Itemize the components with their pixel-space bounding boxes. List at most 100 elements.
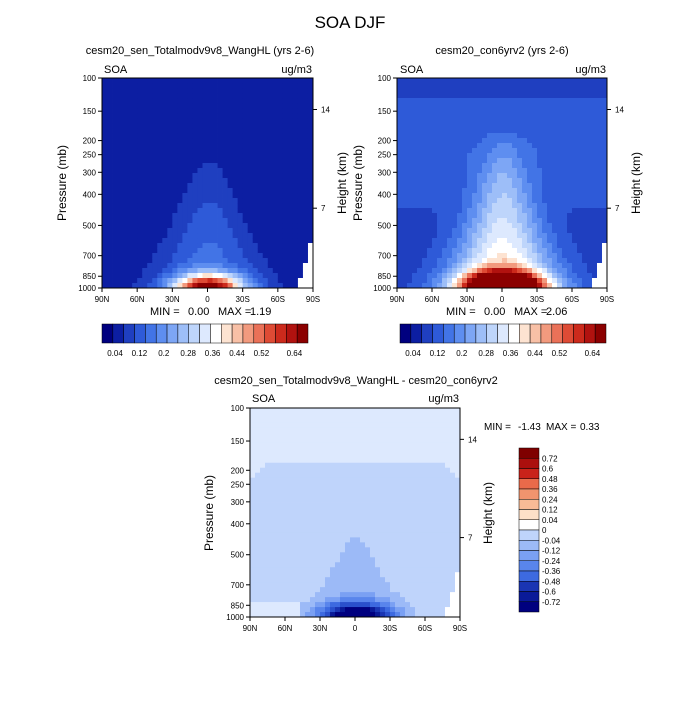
contour-cell — [557, 248, 562, 253]
contour-cell — [462, 268, 467, 273]
contour-cell — [457, 203, 462, 208]
contour-cell — [137, 198, 142, 203]
contour-cell — [152, 258, 157, 263]
contour-cell — [278, 263, 283, 268]
contour-cell — [315, 498, 320, 503]
contour-cell — [527, 173, 532, 178]
contour-cell — [218, 113, 223, 118]
contour-cell — [197, 263, 202, 268]
contour-cell — [162, 148, 167, 153]
contour-cell — [477, 158, 482, 163]
contour-cell — [522, 113, 527, 118]
contour-cell — [457, 238, 462, 243]
contour-cell — [202, 253, 207, 258]
contour-cell — [552, 128, 557, 133]
contour-cell — [132, 113, 137, 118]
x-tick-label: 60N — [425, 295, 440, 304]
contour-cell — [238, 93, 243, 98]
contour-cell — [380, 602, 385, 607]
contour-cell — [305, 517, 310, 522]
contour-cell — [285, 423, 290, 428]
contour-cell — [112, 93, 117, 98]
contour-cell — [295, 453, 300, 458]
contour-cell — [255, 433, 260, 438]
contour-cell — [112, 128, 117, 133]
contour-cell — [325, 572, 330, 577]
contour-cell — [218, 203, 223, 208]
contour-cell — [335, 582, 340, 587]
contour-cell — [537, 123, 542, 128]
contour-cell — [432, 208, 437, 213]
contour-cell — [482, 158, 487, 163]
contour-cell — [462, 103, 467, 108]
contour-cell — [457, 213, 462, 218]
contour-cell — [233, 223, 238, 228]
contour-cell — [152, 138, 157, 143]
contour-cell — [300, 552, 305, 557]
contour-cell — [295, 567, 300, 572]
contour-cell — [330, 413, 335, 418]
contour-cell — [587, 228, 592, 233]
contour-cell — [213, 228, 218, 233]
contour-cell — [147, 123, 152, 128]
contour-cell — [395, 557, 400, 562]
contour-cell — [285, 567, 290, 572]
contour-cell — [305, 493, 310, 498]
contour-cell — [202, 143, 207, 148]
contour-cell — [223, 208, 228, 213]
contour-cell — [295, 483, 300, 488]
contour-cell — [298, 148, 303, 153]
contour-cell — [592, 218, 597, 223]
colorbar-swatch — [113, 324, 124, 343]
contour-cell — [280, 532, 285, 537]
contour-cell — [390, 423, 395, 428]
contour-cell — [472, 98, 477, 103]
contour-cell — [557, 193, 562, 198]
contour-cell — [303, 153, 308, 158]
contour-cell — [577, 153, 582, 158]
max-label: MAX = — [218, 306, 251, 318]
contour-cell — [152, 178, 157, 183]
contour-cell — [462, 143, 467, 148]
contour-cell — [290, 522, 295, 527]
contour-cell — [517, 183, 522, 188]
contour-cell — [482, 268, 487, 273]
contour-cell — [497, 143, 502, 148]
contour-cell — [397, 198, 402, 203]
contour-cell — [132, 78, 137, 83]
contour-cell — [137, 123, 142, 128]
contour-cell — [270, 503, 275, 508]
contour-cell — [238, 248, 243, 253]
contour-cell — [402, 268, 407, 273]
contour-cell — [107, 78, 112, 83]
contour-cell — [400, 567, 405, 572]
contour-cell — [400, 423, 405, 428]
contour-cell — [305, 503, 310, 508]
contour-cell — [522, 258, 527, 263]
contour-cell — [562, 118, 567, 123]
contour-cell — [452, 198, 457, 203]
contour-cell — [192, 193, 197, 198]
contour-cell — [172, 163, 177, 168]
contour-cell — [427, 93, 432, 98]
contour-cell — [477, 263, 482, 268]
contour-cell — [213, 138, 218, 143]
contour-cell — [330, 488, 335, 493]
contour-cell — [407, 158, 412, 163]
contour-cell — [355, 423, 360, 428]
contour-cell — [255, 527, 260, 532]
contour-cell — [492, 173, 497, 178]
contour-cell — [228, 98, 233, 103]
contour-cell — [345, 527, 350, 532]
contour-cell — [417, 263, 422, 268]
contour-cell — [122, 118, 127, 123]
contour-cell — [395, 503, 400, 508]
contour-cell — [112, 238, 117, 243]
contour-cell — [233, 273, 238, 278]
contour-cell — [592, 198, 597, 203]
contour-cell — [552, 243, 557, 248]
contour-cell — [127, 188, 132, 193]
contour-cell — [283, 93, 288, 98]
contour-cell — [412, 173, 417, 178]
contour-cell — [412, 103, 417, 108]
